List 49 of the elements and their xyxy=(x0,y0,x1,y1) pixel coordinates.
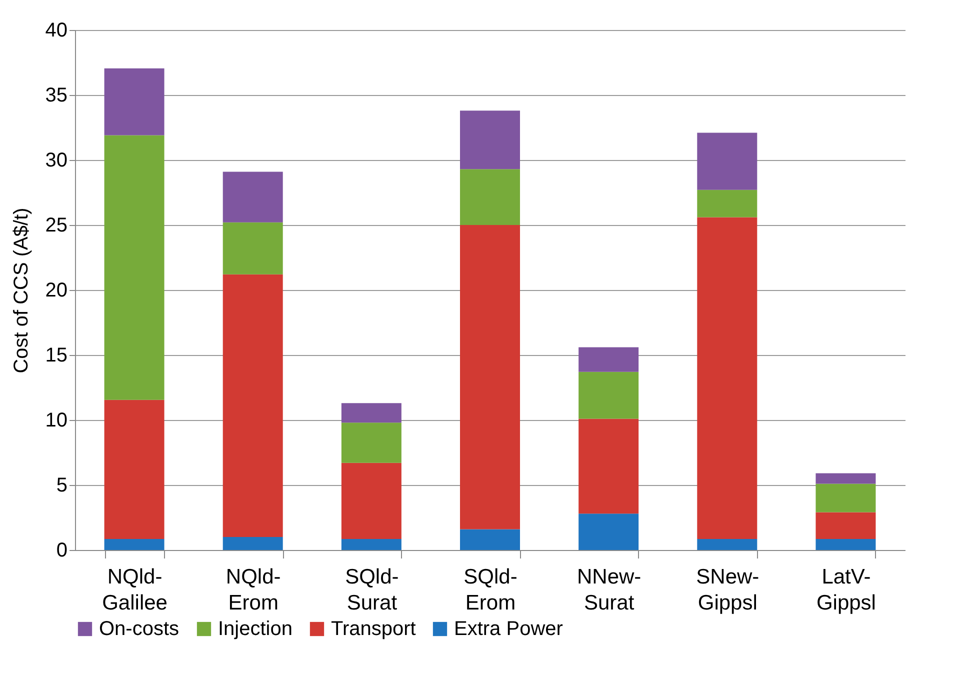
legend-label: Injection xyxy=(218,618,292,640)
bar xyxy=(341,462,402,539)
bar xyxy=(816,512,876,539)
x-tick-label: NQld-Galilee xyxy=(102,566,168,614)
bar xyxy=(578,347,639,372)
y-tick-label: 40 xyxy=(45,20,68,42)
bar xyxy=(578,514,639,550)
bar xyxy=(816,484,876,512)
x-tick-label: SQld-Erom xyxy=(464,566,518,614)
bar xyxy=(697,538,758,550)
bar xyxy=(222,537,283,550)
x-tick-label: LatV-Gippsl xyxy=(816,566,876,614)
y-tick-label: 5 xyxy=(56,474,68,496)
y-tick-label: 20 xyxy=(45,280,68,302)
x-tick-label: SQld-Surat xyxy=(345,566,399,614)
bar xyxy=(104,135,164,400)
legend-label: Extra Power xyxy=(454,618,564,640)
bar xyxy=(460,529,520,550)
bar xyxy=(341,403,402,423)
y-tick-label: 35 xyxy=(45,84,68,106)
bar xyxy=(460,225,520,530)
y-tick-label: 15 xyxy=(45,344,68,366)
bar xyxy=(341,422,402,463)
y-tick-label: 0 xyxy=(56,540,68,562)
bar xyxy=(578,418,639,514)
bar xyxy=(104,68,164,136)
bar xyxy=(104,400,164,539)
bar xyxy=(341,538,402,550)
bar xyxy=(578,372,639,419)
y-tick-label: 30 xyxy=(45,150,68,172)
bar xyxy=(697,132,758,190)
y-tick-label: 25 xyxy=(45,214,68,236)
bar xyxy=(222,172,283,222)
x-tick-label: NQld-Erom xyxy=(226,566,281,614)
bar xyxy=(816,538,876,550)
bar xyxy=(222,222,283,274)
bar xyxy=(697,190,758,218)
bar xyxy=(460,110,520,170)
bar xyxy=(816,473,876,484)
bar xyxy=(104,538,164,550)
bar xyxy=(460,169,520,225)
x-tick-label: SNew-Gippsl xyxy=(696,566,760,614)
y-axis-title: Cost of CCS (A$/t) xyxy=(10,208,32,374)
legend-label: Transport xyxy=(331,618,416,640)
bar xyxy=(697,217,758,539)
legend-label: On-costs xyxy=(99,618,180,640)
x-tick-label: NNew-Surat xyxy=(576,566,642,614)
y-tick-label: 10 xyxy=(45,410,68,432)
bar xyxy=(222,274,283,537)
